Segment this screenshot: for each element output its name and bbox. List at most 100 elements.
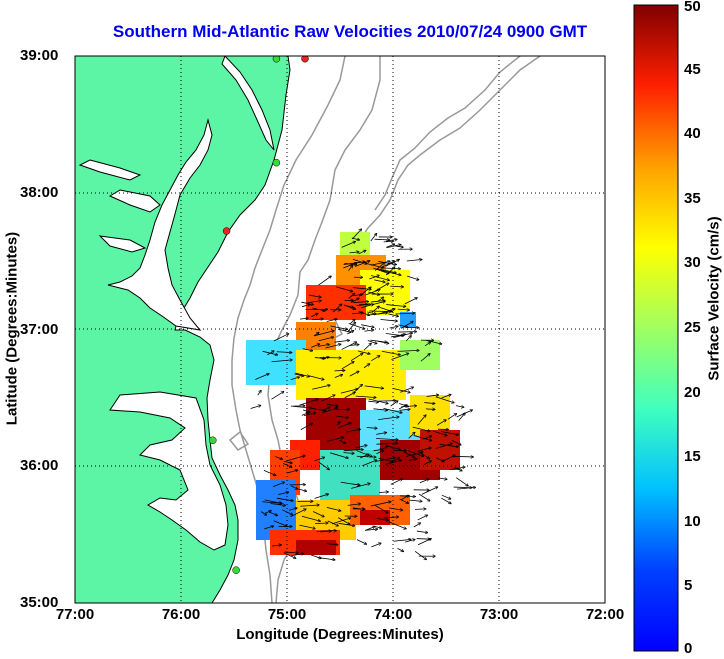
velocity-arrow xyxy=(312,307,324,311)
velocity-arrow xyxy=(408,459,417,460)
velocity-arrow xyxy=(432,430,447,435)
velocity-arrow xyxy=(401,322,413,329)
velocity-arrow xyxy=(334,340,349,343)
velocity-arrow xyxy=(356,539,366,544)
velocity-arrow xyxy=(350,353,363,362)
velocity-arrow xyxy=(264,511,271,514)
station-marker xyxy=(301,56,309,63)
velocity-arrow xyxy=(294,373,304,376)
velocity-arrow xyxy=(417,415,426,425)
velocity-arrow xyxy=(382,261,394,268)
velocity-arrow xyxy=(455,477,468,486)
velocity-arrow xyxy=(379,492,388,493)
velocity-arrow xyxy=(302,304,310,308)
bay-inlet xyxy=(78,159,142,181)
velocity-arrow xyxy=(299,524,314,528)
x-axis-label: Longitude (Degrees:Minutes) xyxy=(236,626,444,643)
velocity-arrow xyxy=(454,466,461,471)
velocity-arrow xyxy=(271,545,281,546)
colorbar-tick-label: 35 xyxy=(684,189,701,207)
velocity-arrow xyxy=(330,325,347,329)
colorbar-label: Surface Velocity (cm/s) xyxy=(705,216,723,381)
colorbar-tick-label: 10 xyxy=(684,512,701,530)
velocity-arrow xyxy=(368,398,388,403)
velocity-arrow xyxy=(367,311,376,314)
station-marker xyxy=(272,56,281,63)
velocity-arrow xyxy=(370,234,377,242)
velocity-arrow xyxy=(393,388,409,392)
chesapeake-bay xyxy=(107,118,213,331)
velocity-arrow xyxy=(351,237,359,240)
velocity-arrow xyxy=(455,406,464,408)
velocity-arrow xyxy=(399,498,409,503)
velocity-arrow xyxy=(365,290,380,296)
velocity-arrow xyxy=(308,294,321,297)
velocity-arrow xyxy=(290,377,299,380)
velocity-arrow xyxy=(353,302,368,303)
velocity-arrow xyxy=(436,420,446,426)
velocity-arrow xyxy=(344,392,355,399)
velocity-arrow xyxy=(414,550,426,559)
velocity-arrow xyxy=(412,426,430,431)
velocity-arrow xyxy=(373,450,383,451)
velocity-arrow xyxy=(408,433,415,439)
colorbar-tick-label: 15 xyxy=(684,448,701,466)
velocity-arrow xyxy=(385,445,400,450)
velocity-arrow xyxy=(441,395,451,399)
velocity-arrow xyxy=(362,460,376,467)
velocity-arrow xyxy=(386,304,405,307)
velocity-arrow xyxy=(409,500,421,501)
velocity-arrow xyxy=(441,497,451,503)
velocity-arrow xyxy=(447,414,456,420)
velocity-arrow xyxy=(374,279,384,282)
velocity-arrow xyxy=(267,351,273,356)
velocity-arrow xyxy=(351,313,363,314)
velocity-arrow xyxy=(407,275,418,280)
velocity-arrow xyxy=(378,457,393,462)
velocity-arrow xyxy=(393,539,411,542)
velocity-arrow xyxy=(314,523,328,524)
y-tick-label: 37:00 xyxy=(20,320,59,338)
station-markers xyxy=(209,56,309,574)
velocity-arrow xyxy=(413,523,420,528)
delaware-bay xyxy=(221,56,275,151)
velocity-arrow xyxy=(331,518,350,525)
velocity-arrow xyxy=(388,521,406,529)
velocity-arrow xyxy=(390,401,398,407)
velocity-arrow xyxy=(458,413,465,421)
velocity-arrow xyxy=(371,543,380,548)
velocity-arrow xyxy=(426,395,439,397)
velocity-arrow xyxy=(335,415,348,418)
velocity-arrow xyxy=(341,342,357,350)
velocity-arrow xyxy=(373,267,388,273)
velocity-arrow xyxy=(349,320,355,325)
velocity-arrow xyxy=(367,313,388,316)
x-tick-label: 77:00 xyxy=(55,606,95,623)
velocity-arrow xyxy=(417,450,429,459)
velocity-arrow xyxy=(397,548,404,551)
velocity-arrow xyxy=(435,457,444,462)
velocity-arrow xyxy=(326,544,338,545)
velocity-arrow xyxy=(314,457,325,462)
velocity-arrow xyxy=(337,328,351,332)
velocity-arrow xyxy=(355,395,376,397)
pamlico-sound xyxy=(109,391,229,551)
velocity-arrow xyxy=(449,467,465,471)
velocity-arrow xyxy=(273,334,288,342)
velocity-arrow xyxy=(271,360,292,363)
velocity-arrow xyxy=(318,337,334,342)
velocity-arrow xyxy=(271,392,283,400)
bay-inlet xyxy=(98,235,147,253)
velocity-arrow xyxy=(378,417,399,420)
x-tick-label: 76:00 xyxy=(161,606,201,623)
velocity-arrow xyxy=(367,340,377,344)
velocity-arrow xyxy=(383,517,398,518)
grid-lines xyxy=(75,56,605,603)
velocity-arrow xyxy=(273,482,284,487)
velocity-arrow xyxy=(380,319,397,321)
velocity-arrow xyxy=(340,389,358,394)
velocity-arrow xyxy=(282,462,292,467)
velocity-arrow xyxy=(326,507,341,510)
velocity-arrow xyxy=(314,331,334,337)
velocity-arrow xyxy=(343,262,365,265)
